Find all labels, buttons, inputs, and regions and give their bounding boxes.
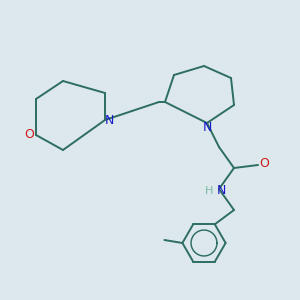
Text: H: H — [205, 185, 214, 196]
Text: N: N — [105, 113, 114, 127]
Text: O: O — [259, 157, 269, 170]
Text: N: N — [202, 121, 212, 134]
Text: O: O — [25, 128, 34, 142]
Text: N: N — [217, 184, 226, 197]
